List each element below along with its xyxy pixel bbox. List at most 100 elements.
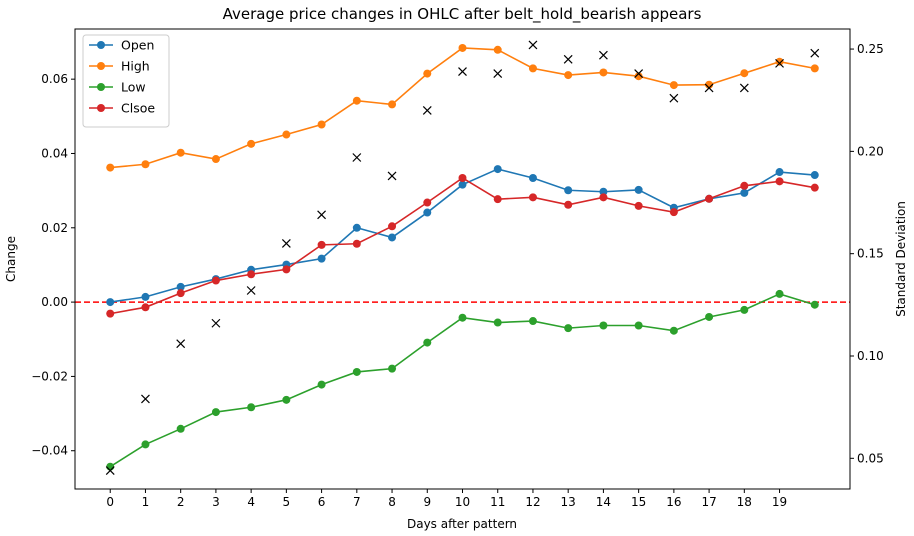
data-point-high: [106, 163, 115, 172]
x-tick-label: 2: [177, 495, 185, 509]
data-point-low: [493, 318, 502, 327]
data-point-high: [141, 160, 150, 169]
data-point-high: [388, 100, 397, 109]
series-line-high: [110, 47, 815, 169]
x-tick-label: 5: [283, 495, 291, 509]
std-marker-stroke: [634, 69, 644, 79]
std-marker: [352, 153, 362, 162]
plot-frame: [74, 28, 851, 490]
legend: Open High Low Clsoe: [82, 34, 170, 128]
data-point-clsoe: [458, 173, 467, 182]
data-point-low: [106, 462, 115, 471]
data-point-low: [282, 395, 291, 404]
data-point-clsoe: [740, 181, 749, 190]
data-point-high: [247, 139, 256, 148]
std-marker-stroke: [176, 339, 186, 349]
std-marker: [281, 239, 291, 248]
std-marker: [211, 318, 221, 328]
x-tick-label: 4: [247, 495, 255, 509]
y-tick-label: 0.04: [41, 146, 68, 160]
y-axis-right: 0.05 0.10 0.15 0.20 0.25: [850, 42, 884, 465]
std-marker: [775, 58, 784, 68]
data-point-clsoe: [564, 200, 573, 209]
std-marker-stroke: [422, 106, 432, 115]
std-marker: [598, 50, 608, 60]
legend-marker-open: [97, 41, 105, 49]
std-marker-stroke: [281, 239, 291, 248]
std-marker: [704, 83, 714, 93]
data-point-clsoe: [705, 194, 714, 203]
y2-tick-label: 0.10: [857, 349, 884, 363]
data-point-low: [176, 424, 185, 433]
data-point-high: [282, 130, 291, 139]
data-point-open: [388, 233, 397, 242]
x-tick-label: 15: [631, 495, 646, 509]
data-point-open: [423, 208, 432, 217]
std-marker: [176, 339, 186, 349]
std-marker-stroke: [704, 83, 714, 93]
data-point-open: [775, 168, 784, 177]
data-point-clsoe: [423, 198, 432, 207]
data-point-low: [528, 317, 537, 326]
legend-box: [82, 34, 170, 128]
y2-tick-label: 0.15: [857, 247, 884, 261]
x-tick-label: 8: [388, 495, 396, 509]
legend-label-open: Open: [121, 38, 154, 53]
x-tick-label: 13: [561, 495, 576, 509]
data-point-open: [599, 187, 608, 196]
y-tick-label: −0.02: [31, 369, 68, 383]
y2-tick-label: 0.25: [857, 42, 884, 56]
std-marker-stroke: [317, 210, 327, 220]
std-marker-stroke: [598, 50, 608, 60]
data-point-open: [810, 171, 819, 180]
data-point-high: [352, 96, 361, 105]
std-marker-stroke: [528, 40, 538, 50]
x-tick-label: 19: [772, 495, 787, 509]
std-marker-stroke: [775, 58, 784, 68]
data-point-clsoe: [634, 201, 643, 210]
data-point-clsoe: [352, 239, 361, 248]
data-point-high: [810, 64, 819, 73]
data-point-clsoe: [810, 183, 819, 192]
data-point-low: [388, 364, 397, 373]
std-marker: [669, 93, 679, 103]
std-marker-stroke: [493, 69, 503, 79]
std-marker-stroke: [739, 83, 749, 93]
data-point-low: [317, 380, 326, 389]
data-point-open: [106, 298, 115, 307]
legend-marker-low: [97, 83, 105, 91]
std-marker: [246, 286, 256, 295]
std-marker: [493, 69, 503, 79]
data-point-clsoe: [141, 303, 150, 312]
x-tick-label: 18: [737, 495, 752, 509]
data-point-clsoe: [599, 193, 608, 202]
data-point-low: [564, 324, 573, 333]
y-tick-label: −0.04: [31, 444, 68, 458]
y-axis-left: −0.04 −0.02 0.00 0.02 0.04 0.06: [31, 72, 75, 458]
std-marker: [739, 83, 749, 93]
std-marker-stroke: [810, 48, 820, 58]
std-marker-stroke: [246, 286, 256, 295]
legend-marker-clsoe: [97, 104, 105, 112]
data-point-open: [141, 292, 150, 301]
data-point-high: [564, 71, 573, 80]
data-point-low: [810, 300, 819, 309]
std-marker-stroke: [141, 394, 150, 404]
std-marker: [634, 69, 644, 79]
data-point-high: [493, 45, 502, 54]
data-point-low: [141, 440, 150, 449]
std-marker-stroke: [563, 54, 573, 64]
legend-label-high: High: [121, 59, 150, 74]
data-point-open: [458, 180, 467, 189]
std-marker-stroke: [669, 93, 679, 103]
data-point-low: [247, 403, 256, 412]
data-point-high: [634, 72, 643, 81]
x-tick-label: 0: [106, 495, 114, 509]
x-tick-label: 12: [525, 495, 540, 509]
data-point-low: [458, 313, 467, 322]
data-point-clsoe: [317, 240, 326, 249]
data-point-clsoe: [282, 265, 291, 274]
data-point-clsoe: [669, 208, 678, 217]
data-point-low: [705, 312, 714, 321]
